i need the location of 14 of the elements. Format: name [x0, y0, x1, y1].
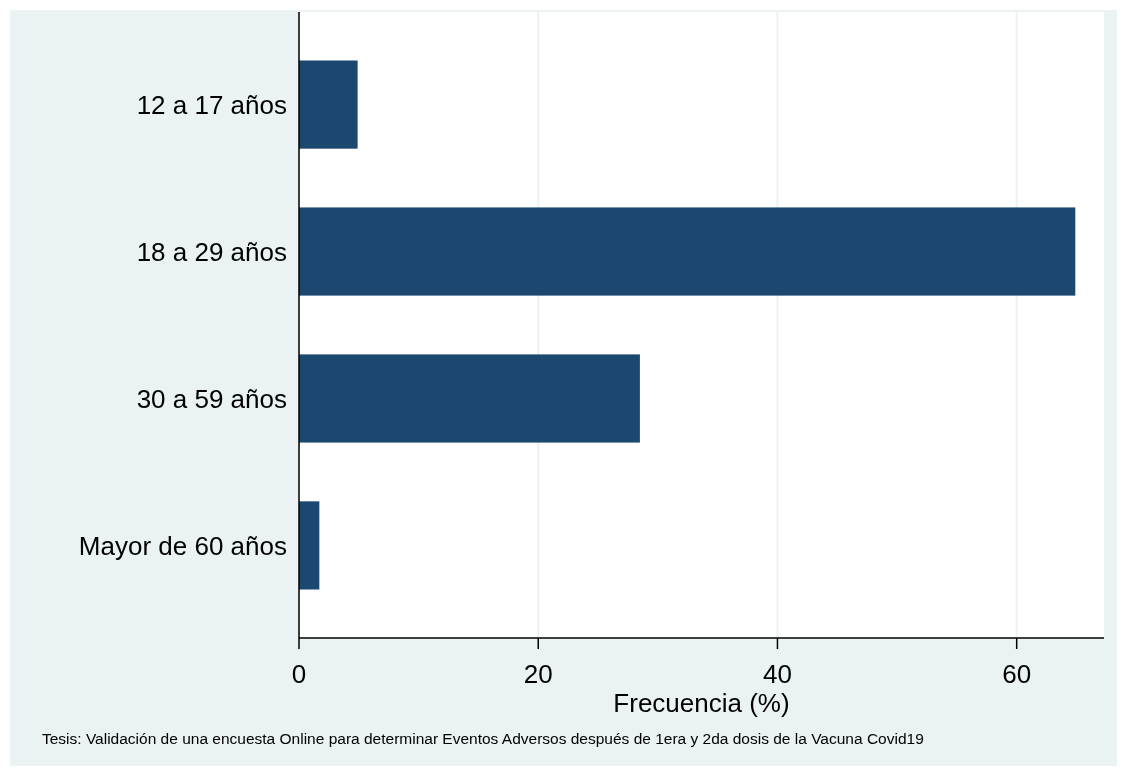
bar: [299, 207, 1076, 296]
bar: [299, 354, 640, 443]
x-tick-label: 0: [291, 659, 307, 689]
x-tick-label: 40: [762, 659, 792, 689]
text: Tesis: Validación de una encuesta Online para determinar Eventos Adversos después de 1era y 2da dosis de la Vacuna Covid19: [42, 730, 924, 747]
bar: [299, 501, 320, 590]
bar: [299, 60, 358, 149]
x-tick-label: 60: [1002, 659, 1032, 689]
y-tick-label: 18 a 29 años: [136, 236, 287, 267]
y-tick-label: 30 a 59 años: [136, 383, 287, 414]
x-tick-label: 20: [523, 659, 553, 689]
y-tick-label: Mayor de 60 años: [78, 530, 287, 561]
x-axis-title: Frecuencia (%): [613, 688, 790, 718]
y-tick-label: 12 a 17 años: [136, 89, 287, 120]
